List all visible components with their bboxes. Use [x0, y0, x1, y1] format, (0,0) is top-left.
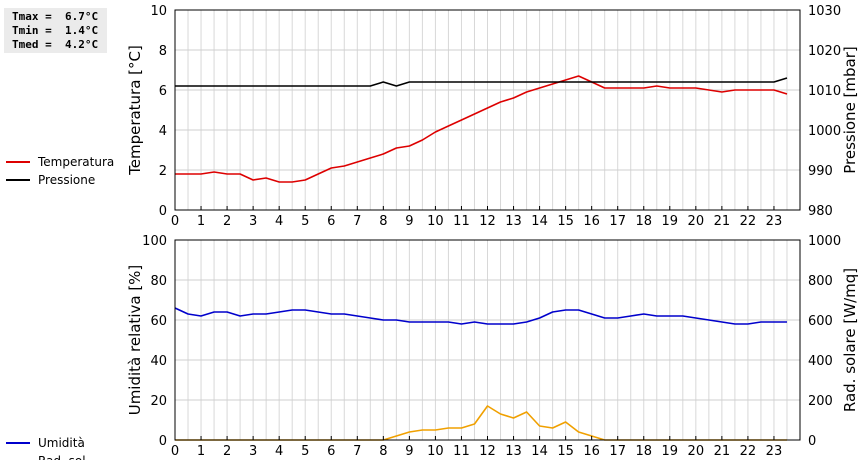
- x-tick-label: 20: [688, 444, 705, 459]
- right-y-tick-label: 1000: [808, 124, 841, 139]
- x-tick-label: 23: [766, 214, 783, 229]
- right-y-tick-label: 400: [808, 354, 833, 369]
- left-y-tick-label: 4: [159, 124, 167, 139]
- x-tick-label: 2: [223, 444, 231, 459]
- right-y-tick-label: 200: [808, 394, 833, 409]
- x-tick-label: 1: [197, 444, 205, 459]
- x-tick-label: 3: [249, 444, 257, 459]
- x-tick-label: 13: [505, 444, 522, 459]
- right-y-tick-label: 1030: [808, 4, 841, 19]
- x-tick-label: 3: [249, 214, 257, 229]
- tmax-stat: Tmax = 6.7°C: [12, 10, 99, 23]
- x-tick-label: 4: [275, 444, 283, 459]
- x-tick-label: 5: [301, 214, 309, 229]
- x-tick-label: 8: [379, 214, 387, 229]
- right-y-tick-label: 980: [808, 204, 833, 219]
- x-tick-label: 21: [714, 214, 731, 229]
- left-y-tick-label: 6: [159, 84, 167, 99]
- left-y-tick-label: 80: [150, 274, 167, 289]
- x-tick-label: 6: [327, 214, 335, 229]
- tmin-stat: Tmin = 1.4°C: [12, 24, 99, 37]
- legend-label-0: Temperatura: [37, 155, 114, 169]
- x-tick-label: 8: [379, 444, 387, 459]
- right-y-tick-label: 0: [808, 434, 816, 449]
- x-tick-label: 18: [635, 444, 652, 459]
- right-y-tick-label: 990: [808, 164, 833, 179]
- right-y-tick-label: 600: [808, 314, 833, 329]
- x-tick-label: 21: [714, 444, 731, 459]
- temperature-stats-box: Tmax = 6.7°C Tmin = 1.4°C Tmed = 4.2°C: [4, 8, 107, 53]
- x-tick-label: 19: [662, 214, 679, 229]
- x-tick-label: 16: [583, 444, 600, 459]
- left-y-tick-label: 40: [150, 354, 167, 369]
- left-y-tick-label: 8: [159, 44, 167, 59]
- x-tick-label: 22: [740, 214, 757, 229]
- x-tick-label: 2: [223, 214, 231, 229]
- right-y-tick-label: 800: [808, 274, 833, 289]
- x-tick-label: 7: [353, 214, 361, 229]
- x-tick-label: 12: [479, 214, 496, 229]
- x-tick-label: 16: [583, 214, 600, 229]
- left-y-tick-label: 100: [142, 234, 167, 249]
- left-y-tick-label: 2: [159, 164, 167, 179]
- x-tick-label: 1: [197, 214, 205, 229]
- right-y-tick-label: 1000: [808, 234, 841, 249]
- x-tick-label: 12: [479, 444, 496, 459]
- x-tick-label: 10: [427, 444, 444, 459]
- x-tick-label: 15: [557, 214, 574, 229]
- x-tick-label: 6: [327, 444, 335, 459]
- x-tick-label: 4: [275, 214, 283, 229]
- x-tick-label: 15: [557, 444, 574, 459]
- x-tick-label: 7: [353, 444, 361, 459]
- x-tick-label: 13: [505, 214, 522, 229]
- right-axis-title: Pressione [mbar]: [841, 46, 859, 174]
- x-tick-label: 9: [405, 214, 413, 229]
- left-y-tick-label: 20: [150, 394, 167, 409]
- x-tick-label: 0: [171, 214, 179, 229]
- x-tick-label: 9: [405, 444, 413, 459]
- series-line-0: [175, 75, 788, 183]
- x-tick-label: 0: [171, 444, 179, 459]
- x-tick-label: 11: [453, 214, 470, 229]
- x-tick-label: 14: [531, 444, 548, 459]
- x-tick-label: 20: [688, 214, 705, 229]
- right-y-tick-label: 1020: [808, 44, 841, 59]
- right-axis-title: Rad. solare [W/mq]: [841, 268, 859, 412]
- left-y-tick-label: 0: [159, 434, 167, 449]
- x-tick-label: 11: [453, 444, 470, 459]
- left-y-tick-label: 0: [159, 204, 167, 219]
- x-tick-label: 18: [635, 214, 652, 229]
- legend-label-1: Pressione: [38, 173, 95, 187]
- x-tick-label: 5: [301, 444, 309, 459]
- x-tick-label: 19: [662, 444, 679, 459]
- x-tick-label: 10: [427, 214, 444, 229]
- legend-label-1: Rad. sol.: [38, 454, 89, 460]
- right-y-tick-label: 1010: [808, 84, 841, 99]
- tmed-stat: Tmed = 4.2°C: [12, 38, 99, 51]
- left-axis-title: Umidità relativa [%]: [126, 265, 144, 416]
- x-tick-label: 14: [531, 214, 548, 229]
- left-y-tick-label: 60: [150, 314, 167, 329]
- series-line-0: [174, 307, 787, 325]
- x-tick-label: 17: [609, 444, 626, 459]
- x-tick-label: 23: [766, 444, 783, 459]
- series-line-1: [175, 77, 788, 87]
- x-tick-label: 22: [740, 444, 757, 459]
- legend-label-0: Umidità: [38, 436, 85, 450]
- x-tick-label: 17: [609, 214, 626, 229]
- left-axis-title: Temperatura [°C]: [126, 45, 144, 176]
- left-y-tick-label: 10: [150, 4, 167, 19]
